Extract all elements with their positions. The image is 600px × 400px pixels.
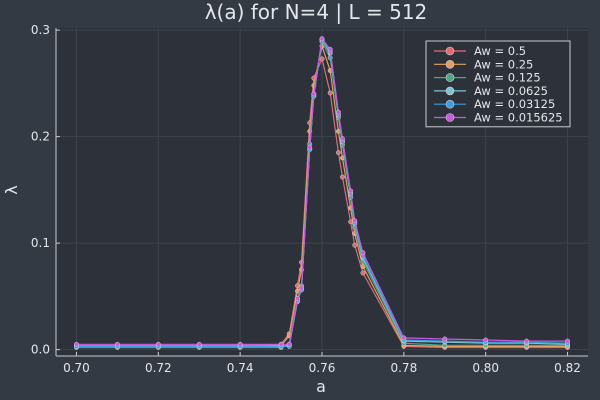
legend-label: Aw = 0.015625 — [474, 111, 563, 125]
data-point — [401, 335, 407, 341]
data-point — [360, 270, 366, 276]
axes — [55, 28, 588, 357]
data-point — [299, 285, 304, 291]
data-point — [327, 46, 333, 52]
data-point — [294, 296, 300, 301]
x-tick-label: 0.82 — [554, 361, 581, 375]
y-tick-labels: 0.0 0.1 0.2 0.3 — [31, 23, 50, 356]
y-tick-label: 0.2 — [31, 130, 50, 144]
data-point — [348, 188, 354, 194]
y-axis-label: λ — [2, 185, 21, 194]
data-point — [237, 341, 243, 347]
legend-marker — [445, 86, 455, 96]
legend-marker — [445, 46, 455, 56]
x-tick-label: 0.74 — [227, 361, 254, 375]
legend-marker — [445, 60, 455, 69]
data-point — [286, 341, 292, 347]
legend-label: Aw = 0.03125 — [474, 97, 555, 111]
data-point — [307, 144, 313, 150]
data-point — [311, 91, 317, 97]
data-point — [442, 336, 448, 342]
data-point — [565, 338, 570, 344]
legend-label: Aw = 0.125 — [474, 71, 541, 85]
data-point — [360, 250, 366, 256]
data-point — [319, 56, 325, 62]
data-point — [335, 150, 341, 156]
y-tick-label: 0.3 — [31, 23, 50, 37]
legend-label: Aw = 0.25 — [474, 57, 533, 71]
legend-marker — [445, 99, 455, 109]
chart-title: λ(a) for N=4 | L = 512 — [205, 0, 428, 24]
x-tick-labels: 0.70 0.72 0.74 0.76 0.78 0.80 0.82 — [63, 361, 581, 375]
data-point — [483, 337, 489, 343]
data-point — [74, 341, 79, 347]
legend-marker — [445, 113, 455, 122]
data-point — [278, 341, 284, 347]
legend-marker — [445, 73, 455, 82]
x-tick-label: 0.80 — [472, 361, 499, 375]
data-point — [352, 218, 358, 224]
data-point — [352, 242, 358, 248]
data-point — [340, 174, 345, 180]
data-point — [340, 136, 345, 142]
series-layer — [74, 36, 570, 350]
data-point — [114, 341, 120, 347]
data-point — [327, 90, 333, 96]
data-point — [524, 338, 530, 344]
x-tick-label: 0.76 — [309, 361, 336, 375]
legend-label: Aw = 0.0625 — [474, 84, 548, 98]
data-point — [335, 109, 341, 115]
x-axis-label: a — [316, 377, 326, 396]
data-point — [155, 341, 161, 347]
data-point — [319, 36, 325, 42]
x-tick-label: 0.70 — [63, 361, 90, 375]
x-tick-label: 0.72 — [145, 361, 172, 375]
legend-label: Aw = 0.5 — [474, 44, 526, 58]
x-tick-label: 0.78 — [390, 361, 417, 375]
series-5 — [74, 36, 570, 347]
data-point — [196, 341, 202, 347]
y-tick-label: 0.1 — [31, 236, 50, 250]
y-tick-label: 0.0 — [31, 343, 50, 357]
